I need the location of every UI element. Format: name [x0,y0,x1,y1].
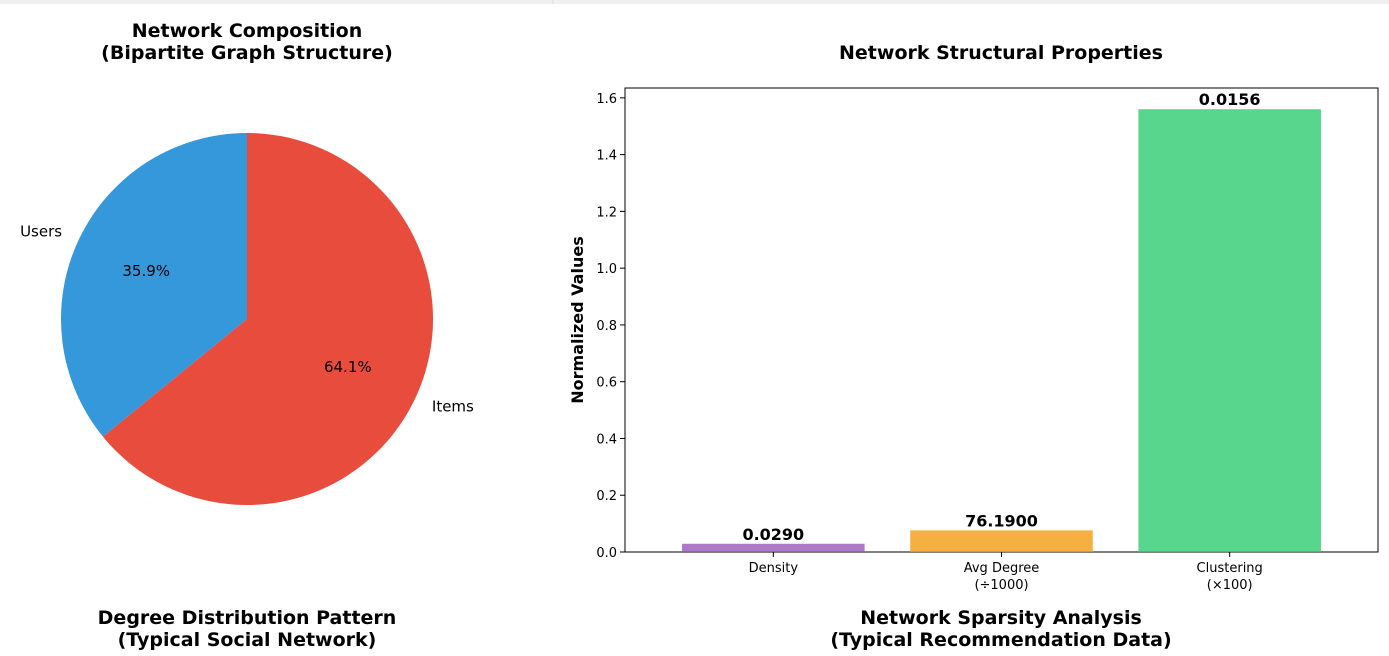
bar-avg-degree [910,530,1093,552]
bar-chart-title: Network Structural Properties [839,42,1163,64]
bottom-right-title-line2: (Typical Recommendation Data) [830,629,1171,651]
bar-x-axis-ticks: Density Avg Degree (÷1000) Clustering (×100) [749,552,1263,593]
bottom-right-title-line1: Network Sparsity Analysis [860,607,1142,629]
pie-slice-items [102,133,433,506]
bar-bars: 0.0290 76.1900 0.0156 [682,90,1321,552]
pie-slice-users [60,133,247,437]
pie-label-users: Users [20,222,62,240]
bar-clustering [1138,109,1321,552]
x-tick-sublabel-avg-degree: (÷1000) [974,578,1028,593]
bar-value-label-avg-degree: 76.1900 [965,511,1038,530]
bar-chart-panel: Network Structural Properties 0.00.20.40… [568,42,1379,593]
bar-y-axis-ticks: 0.0 0.2 0.4 0.6 0.8 1.0 1.2 1.4 1.6 [596,92,625,561]
pie-labels: Users 35.9% Items 64.1% [20,222,474,415]
bar-density [682,543,865,552]
pie-percent-items: 64.1% [324,358,372,376]
y-tick-label: 0.0 [596,546,617,561]
bar-chart-ylabel: Normalized Values [568,236,587,403]
y-tick-label: 0.2 [596,489,617,504]
y-tick-label: 0.6 [596,376,617,391]
y-tick-label: 0.4 [596,432,617,447]
x-tick-sublabel-clustering: (×100) [1207,578,1253,593]
y-tick-label: 1.6 [596,92,617,107]
bottom-left-title-line1: Degree Distribution Pattern [98,607,397,629]
bar-value-label-clustering: 0.0156 [1199,90,1261,109]
bottom-left-title: Degree Distribution Pattern (Typical Soc… [98,607,397,651]
y-tick-label: 1.2 [596,205,617,220]
pie-slices [60,133,433,506]
y-tick-label: 0.8 [596,319,617,334]
y-tick-label: 1.0 [596,262,617,277]
top-strip [0,0,1389,4]
pie-label-items: Items [432,398,474,416]
pie-chart-panel: Network Composition (Bipartite Graph Str… [20,20,474,506]
x-tick-label-avg-degree: Avg Degree [964,561,1040,576]
bottom-right-title: Network Sparsity Analysis (Typical Recom… [830,607,1171,651]
y-tick-label: 1.4 [596,149,617,164]
bottom-left-title-line2: (Typical Social Network) [118,629,377,651]
pie-chart-title: Network Composition [132,20,363,42]
bar-value-label-density: 0.0290 [742,525,804,544]
x-tick-label-clustering: Clustering [1197,561,1263,576]
pie-chart-subtitle: (Bipartite Graph Structure) [101,42,393,64]
pie-percent-users: 35.9% [122,262,170,280]
x-tick-label-density: Density [749,561,799,576]
